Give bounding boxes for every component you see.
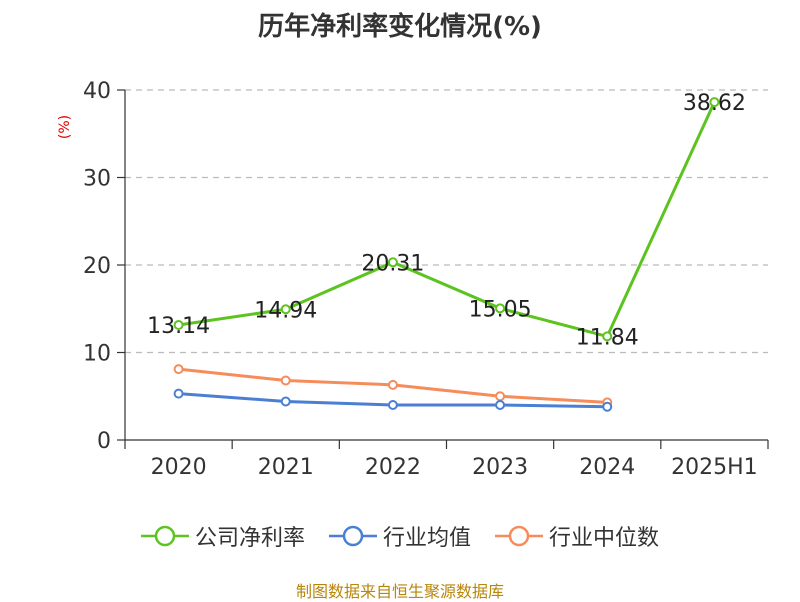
legend: 公司净利率 行业均值 行业中位数 xyxy=(0,516,800,556)
data-point-1 xyxy=(280,396,291,407)
legend-item-company[interactable]: 公司净利率 xyxy=(140,520,305,552)
y-tick-label: 10 xyxy=(83,342,111,367)
data-point-1 xyxy=(387,400,398,410)
y-tick-label: 20 xyxy=(83,254,111,279)
data-point-2 xyxy=(280,375,291,386)
x-tick-label: 2024 xyxy=(579,455,635,480)
legend-marker-company xyxy=(140,525,189,547)
data-label: 14.94 xyxy=(254,298,317,323)
grid-lines xyxy=(125,89,768,354)
x-tick-label: 2023 xyxy=(472,455,528,480)
legend-marker-industry-median xyxy=(495,525,543,547)
data-point-2 xyxy=(173,364,184,375)
data-point-1 xyxy=(173,388,184,399)
data-label: 13.14 xyxy=(147,314,210,339)
data-point-2 xyxy=(387,379,398,390)
series-line-0 xyxy=(178,101,716,338)
x-tick-label: 2025H1 xyxy=(671,455,758,480)
data-point-0 xyxy=(602,331,613,342)
data-label: 38.62 xyxy=(683,91,746,116)
x-tick-label: 2021 xyxy=(258,455,314,480)
data-point-2 xyxy=(495,391,506,402)
data-labels: 13.14 14.94 20.31 15.05 11.84 38.62 xyxy=(147,91,746,350)
y-tick-label: 40 xyxy=(83,79,111,104)
legend-label-industry-mean: 行业均值 xyxy=(382,526,471,551)
data-point-0 xyxy=(495,303,506,314)
data-point-0 xyxy=(173,320,184,331)
y-tick-label: 0 xyxy=(97,429,111,454)
legend-item-industry-mean[interactable]: 行业均值 xyxy=(328,520,471,552)
data-label: 20.31 xyxy=(361,251,424,276)
data-point-1 xyxy=(602,401,613,412)
data-point-0 xyxy=(280,304,291,315)
data-label: 11.84 xyxy=(576,325,639,350)
data-label: 15.05 xyxy=(469,297,532,322)
chart-title: 历年净利率变化情况(%) xyxy=(258,12,542,42)
series-lines xyxy=(173,97,720,412)
x-tick-label: 2020 xyxy=(151,455,207,480)
x-tick-label: 2022 xyxy=(365,455,421,480)
axes: 0 10 20 30 40 2020 2021 2022 2023 2024 2025H1 xyxy=(83,79,769,480)
data-point-0 xyxy=(709,97,720,108)
legend-marker-industry-mean xyxy=(328,525,377,547)
y-tick-label: 30 xyxy=(83,167,111,192)
data-point-0 xyxy=(387,257,398,268)
data-point-1 xyxy=(495,400,506,410)
legend-item-industry-median[interactable]: 行业中位数 xyxy=(495,520,659,552)
legend-label-industry-median: 行业中位数 xyxy=(549,526,660,551)
source-note: 制图数据来自恒生聚源数据库 xyxy=(295,582,504,601)
legend-label-company: 公司净利率 xyxy=(194,526,305,551)
